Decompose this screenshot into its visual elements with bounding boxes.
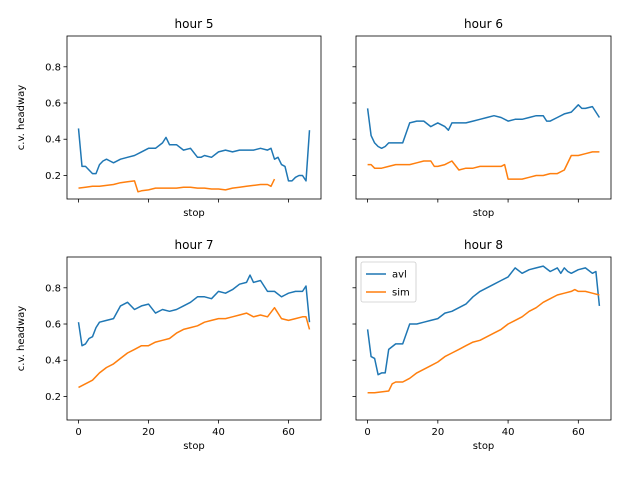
series-line-sim <box>367 288 600 394</box>
panel-title: hour 5 <box>175 17 214 31</box>
y-tick-label: 0.6 <box>45 99 61 110</box>
panel-title: hour 7 <box>175 238 214 252</box>
x-tick-label: 20 <box>142 427 155 438</box>
y-tick-label: 0.8 <box>45 62 61 73</box>
series-line-avl <box>77 274 311 347</box>
series-line-avl <box>366 104 601 150</box>
series-line-sim <box>78 178 276 193</box>
x-axis-label: stop <box>473 441 495 452</box>
x-tick-label: 20 <box>431 427 444 438</box>
x-tick-label: 40 <box>212 427 225 438</box>
y-tick-label: 0.4 <box>45 356 61 367</box>
series-line-avl <box>366 265 601 376</box>
plot-frame <box>355 35 612 200</box>
legend-label-sim: sim <box>392 288 410 299</box>
plot-frame <box>66 35 322 200</box>
y-tick-label: 0.8 <box>45 283 61 294</box>
plot-frame <box>355 256 612 421</box>
y-tick-label: 0.2 <box>45 392 61 403</box>
panel-title: hour 8 <box>464 238 503 252</box>
series-line-avl <box>77 128 311 182</box>
x-tick-label: 40 <box>502 427 515 438</box>
x-tick-label: 0 <box>364 427 370 438</box>
x-axis-label: stop <box>183 441 205 452</box>
x-tick-label: 0 <box>75 427 81 438</box>
y-axis-label: c.v. headway <box>16 85 27 150</box>
y-tick-label: 0.2 <box>45 171 61 182</box>
legend-label-avl: avl <box>392 270 407 281</box>
panel-title: hour 6 <box>464 17 503 31</box>
x-tick-label: 60 <box>282 427 295 438</box>
y-axis-label: c.v. headway <box>16 306 27 371</box>
y-tick-label: 0.6 <box>45 320 61 331</box>
x-axis-label: stop <box>473 208 495 219</box>
x-tick-label: 60 <box>572 427 585 438</box>
plot-frame <box>66 256 322 421</box>
x-axis-label: stop <box>183 208 205 219</box>
series-line-sim <box>78 306 311 389</box>
series-line-sim <box>367 151 600 180</box>
y-tick-label: 0.4 <box>45 135 61 146</box>
